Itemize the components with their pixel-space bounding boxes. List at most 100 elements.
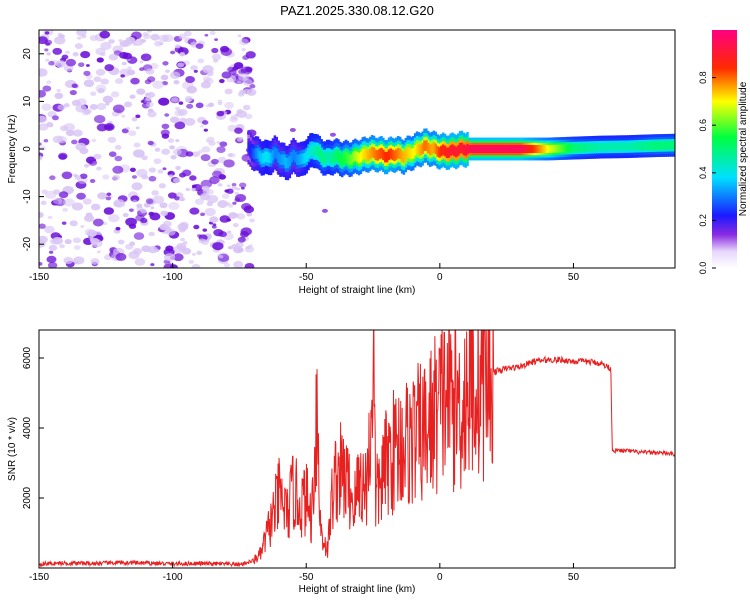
noise-speckle: [142, 32, 149, 37]
noise-speckle: [126, 126, 130, 130]
noise-speckle: [221, 193, 230, 199]
ridge-cell: [251, 147, 254, 159]
colorbar-tick-label: 0.6: [698, 119, 708, 132]
noise-speckle: [148, 175, 157, 182]
noise-speckle: [169, 71, 181, 79]
noise-speckle: [228, 69, 237, 75]
noise-speckle: [44, 48, 49, 52]
ridge-cell: [294, 151, 297, 163]
y-tick-label: 10: [22, 95, 33, 107]
snr-frame: [38, 329, 676, 569]
noise-speckle: [39, 223, 46, 229]
noise-speckle: [154, 147, 161, 152]
ridge-cell: [369, 148, 372, 160]
noise-speckle: [191, 188, 196, 192]
noise-speckle: [217, 200, 228, 208]
ridge-cell: [647, 141, 651, 150]
y-tick-label: 20: [22, 48, 33, 60]
noise-speckle: [133, 149, 145, 158]
ridge-cell: [318, 147, 321, 159]
ridge-cell: [421, 143, 424, 154]
ridge-cell: [352, 151, 355, 163]
noise-speckle: [197, 58, 205, 64]
noise-speckle: [233, 260, 244, 268]
noise-speckle: [160, 74, 169, 81]
ridge-cell: [299, 153, 303, 165]
noise-speckle: [183, 60, 190, 66]
noise-speckle: [52, 115, 59, 121]
ridge-cell: [344, 151, 348, 163]
noise-speckle: [159, 202, 168, 209]
ridge-cell: [614, 142, 617, 151]
noise-speckle: [148, 231, 155, 237]
noise-speckle: [106, 192, 112, 197]
noise-speckle: [69, 89, 77, 96]
ridge-cell: [340, 154, 344, 166]
ridge-cell: [335, 150, 338, 161]
ridge-cell: [254, 147, 258, 159]
ridge-cell: [247, 142, 250, 153]
ridge-cell: [432, 142, 436, 153]
noise-speckle: [136, 88, 146, 95]
ridge-cell: [382, 149, 385, 161]
ridge-cell: [494, 145, 497, 153]
noise-speckle: [200, 179, 213, 189]
noise-speckle: [58, 153, 67, 160]
ridge-cell: [561, 144, 565, 153]
noise-speckle: [242, 55, 249, 60]
noise-speckle: [158, 97, 170, 106]
noise-speckle: [240, 227, 252, 236]
ridge-cell: [550, 144, 553, 153]
ridge-cell: [587, 143, 591, 152]
noise-speckle: [204, 33, 209, 37]
noise-speckle: [93, 153, 102, 160]
ridge-cell: [475, 145, 479, 153]
noise-speckle: [121, 114, 126, 118]
ridge-cell: [383, 151, 387, 163]
noise-speckle: [100, 78, 109, 85]
noise-speckle: [54, 92, 64, 99]
noise-speckle: [181, 81, 194, 90]
noise-speckle: [217, 101, 223, 106]
ridge-cell: [430, 143, 434, 155]
noise-speckle: [55, 60, 66, 68]
spectrogram-x-ticks: -150 -100 -50 0 50: [29, 263, 579, 283]
noise-speckle: [104, 64, 115, 72]
noise-speckle: [162, 167, 167, 171]
noise-speckle: [96, 166, 102, 171]
noise-speckle: [63, 198, 75, 207]
noise-speckle: [242, 104, 251, 111]
snr-panel: -150 -100 -50 0 50 2000 4000 6000 Height of st…: [7, 329, 676, 595]
ridge-cell: [490, 145, 494, 153]
noise-speckle: [128, 130, 137, 137]
ridge-cell: [535, 145, 538, 153]
ridge-cell: [586, 143, 589, 152]
colorbar: 0.0 0.2 0.4 0.6 0.8 Normalized spectral ampl…: [698, 30, 749, 274]
x-tick-label: -50: [299, 272, 314, 283]
noise-speckle: [218, 174, 227, 180]
noise-speckle: [103, 207, 115, 215]
noise-speckle: [56, 135, 67, 144]
noise-speckle: [141, 245, 151, 253]
noise-speckle: [45, 122, 54, 128]
noise-speckle: [209, 216, 219, 223]
noise-speckle: [132, 43, 137, 46]
y-tick-label: 4000: [22, 416, 33, 439]
noise-speckle: [135, 114, 141, 119]
noise-speckle: [56, 89, 61, 93]
ridge-cell: [314, 145, 318, 157]
ridge-cell: [636, 142, 639, 151]
ridge-cell: [466, 143, 469, 155]
noise-speckle: [119, 40, 130, 48]
noise-speckle: [120, 74, 126, 78]
snr-x-ticks: -150 -100 -50 0 50: [29, 563, 579, 583]
ridge-cell: [606, 142, 610, 151]
ridge-cell: [359, 151, 363, 163]
noise-speckle: [195, 43, 204, 49]
noise-speckle: [96, 250, 101, 254]
ridge-cell: [303, 152, 307, 164]
ridge-cell: [612, 142, 615, 151]
noise-speckle: [161, 123, 170, 130]
ridge-cell: [268, 152, 271, 164]
ridge-cell: [531, 145, 535, 153]
